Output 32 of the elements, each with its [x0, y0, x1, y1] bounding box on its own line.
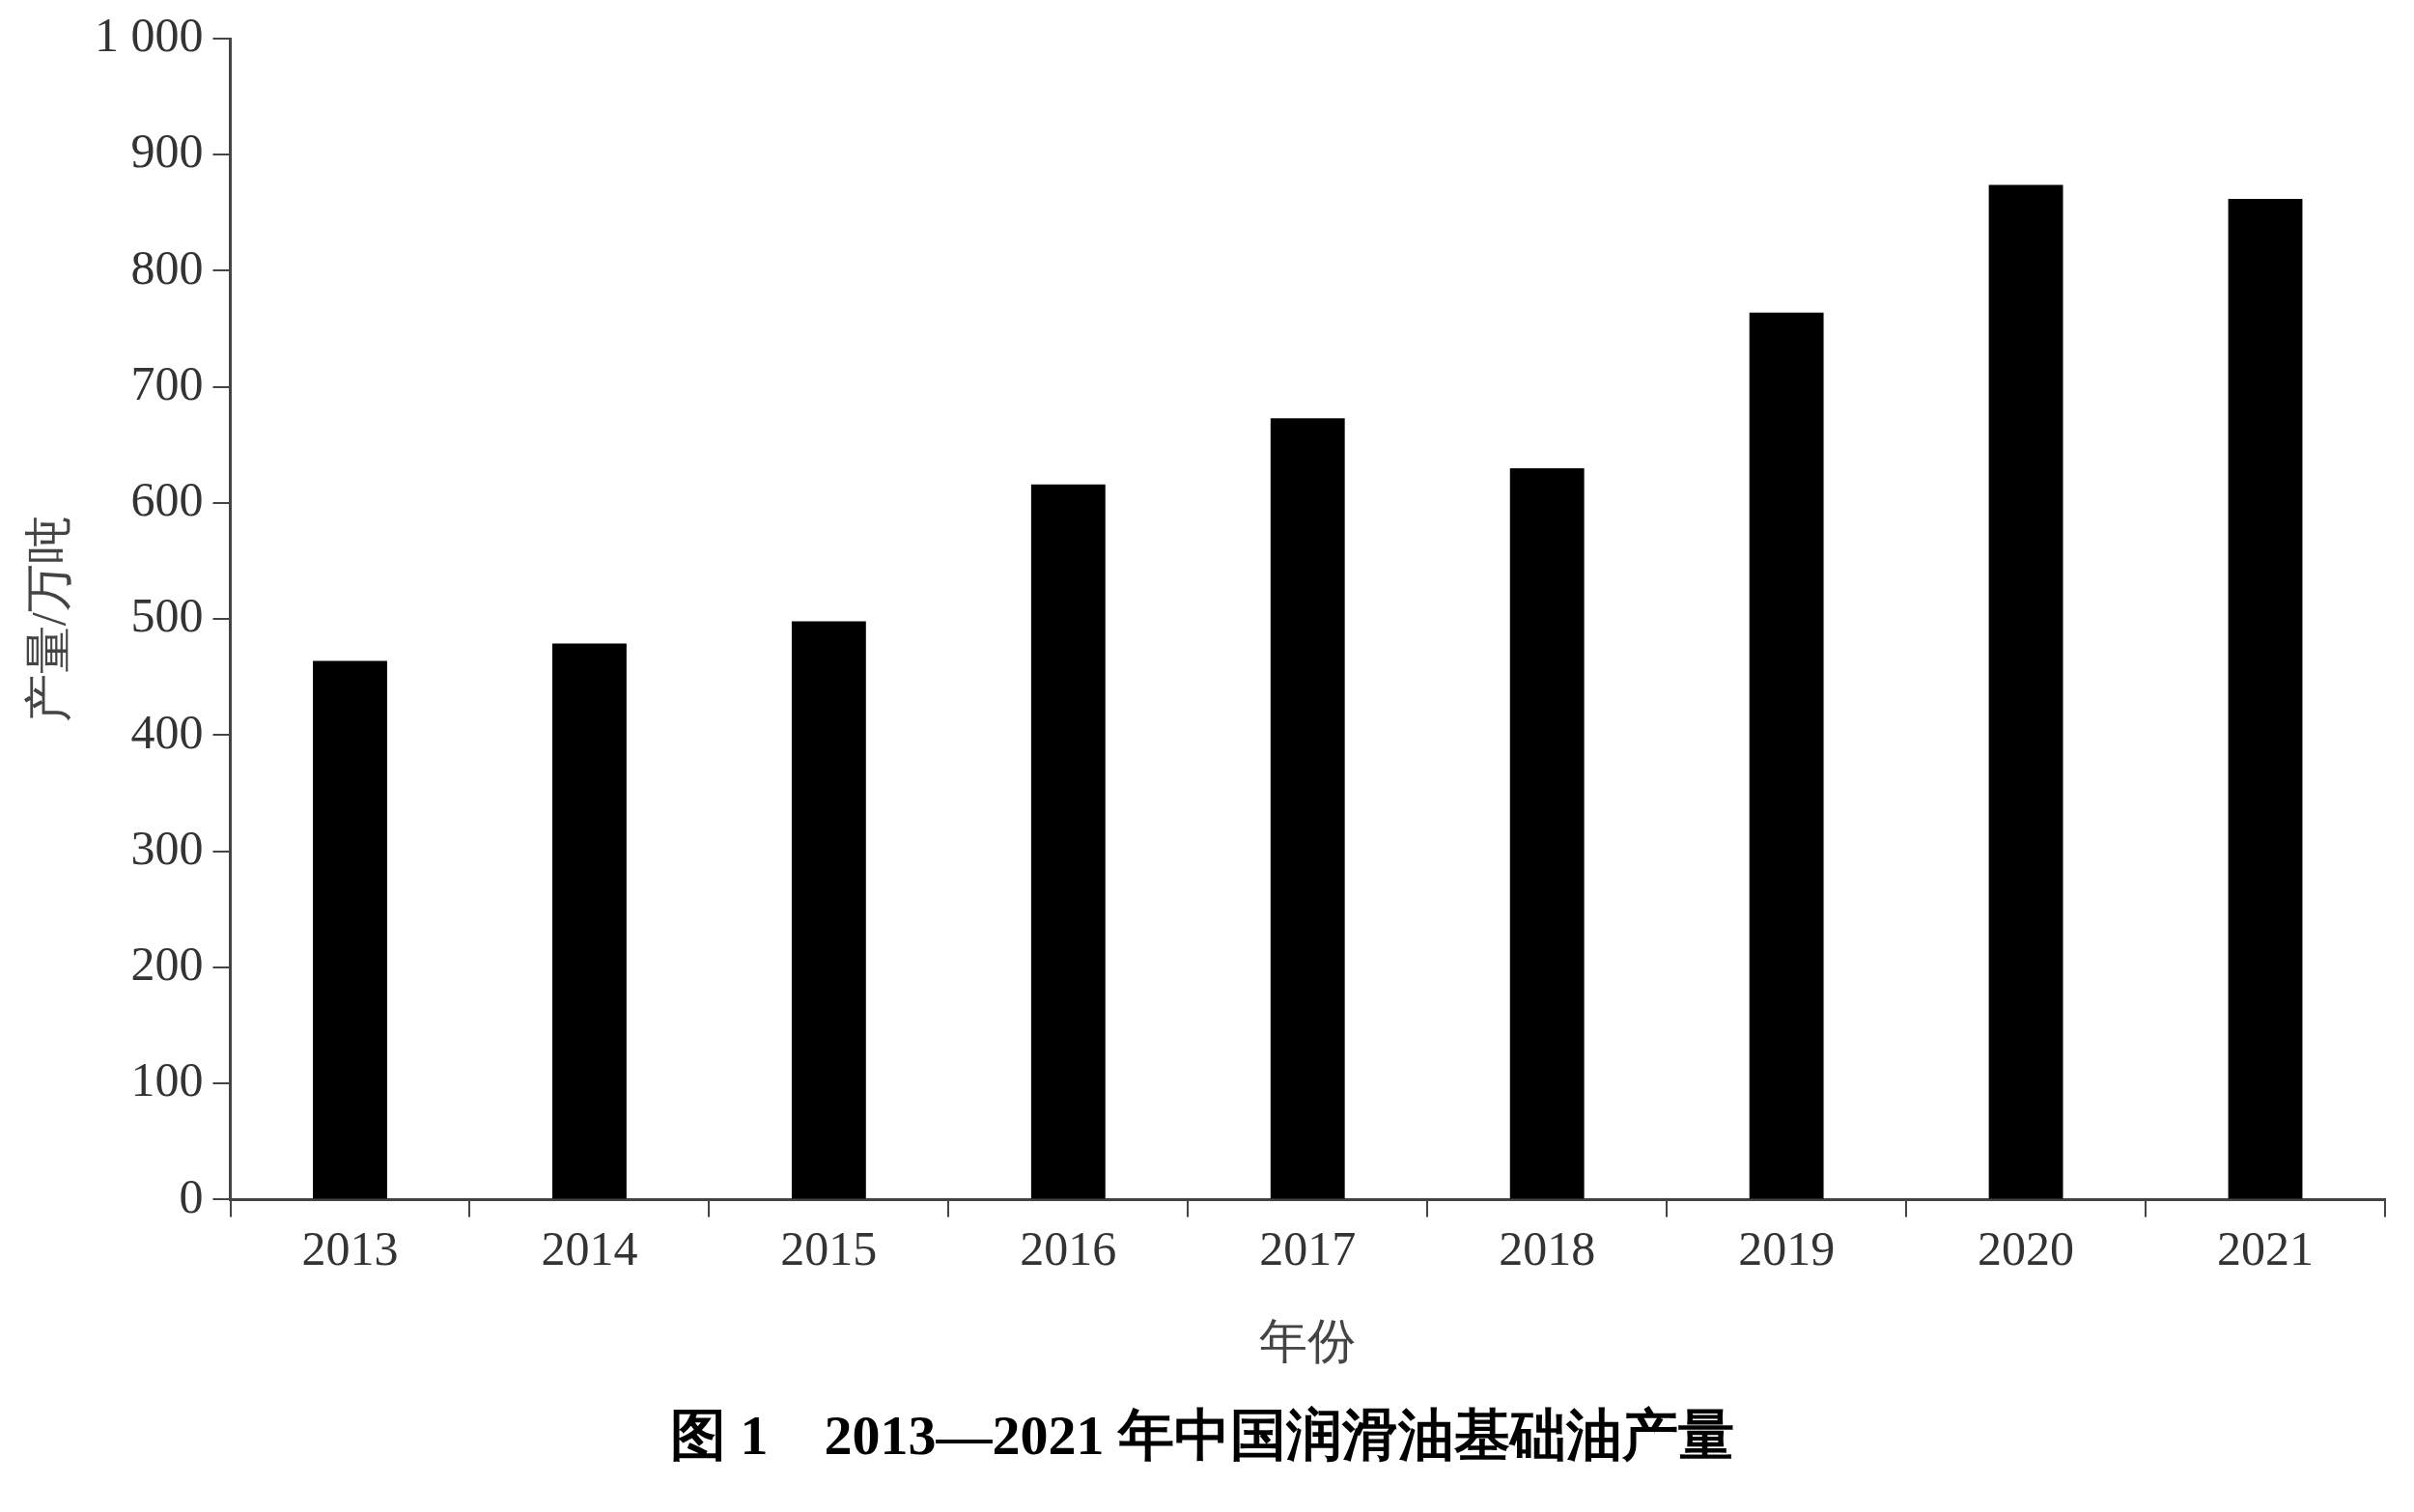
x-tick-label: 2014 [541, 1220, 638, 1275]
x-axis-title: 年份 [1259, 1313, 1357, 1368]
x-tick-label: 2021 [2217, 1220, 2315, 1275]
x-tick-label: 2013 [301, 1220, 399, 1275]
bar [313, 660, 387, 1199]
bar [791, 621, 866, 1199]
bar [1509, 467, 1585, 1199]
y-tick-label: 200 [130, 937, 204, 992]
bar [1988, 184, 2063, 1199]
y-tick-label: 300 [130, 820, 204, 875]
bar [1749, 312, 1824, 1199]
x-tick-label: 2020 [1978, 1220, 2075, 1275]
y-tick-label: 0 [179, 1168, 204, 1223]
y-tick-label: 900 [130, 124, 204, 179]
y-tick-label: 400 [130, 704, 204, 759]
x-tick-label: 2019 [1738, 1220, 1836, 1275]
text: 图 1 2013—2021 年中国润滑油基础油产量 [670, 1404, 1734, 1468]
y-axis-title: 产量/万吨 [21, 516, 76, 723]
y-tick-label: 1 000 [95, 8, 204, 63]
bar [1270, 418, 1345, 1199]
x-tick-label: 2016 [1020, 1220, 1117, 1275]
y-tick-label: 700 [130, 355, 204, 410]
x-tick-label: 2017 [1259, 1220, 1357, 1275]
bar [2228, 198, 2303, 1199]
y-tick-label: 500 [130, 588, 204, 643]
y-tick-label: 800 [130, 239, 204, 294]
y-tick-label: 600 [130, 472, 204, 527]
bar [551, 643, 627, 1199]
y-tick-label: 100 [130, 1052, 204, 1107]
bar [1030, 484, 1106, 1199]
x-tick-label: 2018 [1499, 1220, 1596, 1275]
x-tick-label: 2015 [780, 1220, 878, 1275]
